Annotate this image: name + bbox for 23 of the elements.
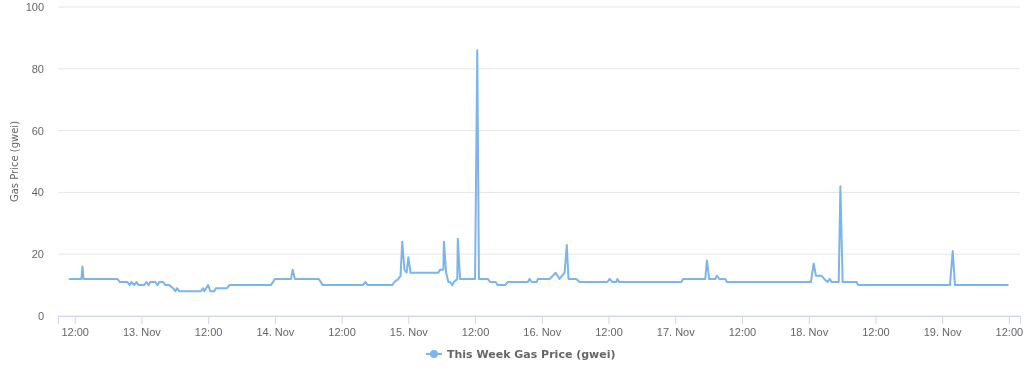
x-tick-label: 12:00 (328, 325, 356, 338)
x-tick-label: 12:00 (61, 325, 89, 338)
x-tick-label: 18. Nov (790, 325, 829, 338)
x-tick-label: 12:00 (595, 325, 623, 338)
x-tick-label: 15. Nov (389, 325, 429, 338)
x-tick-label: 16. Nov (523, 325, 562, 338)
x-tick-label: 12:00 (728, 325, 757, 338)
x-tick-label: 17. Nov (656, 325, 696, 338)
y-axis-title: Gas Price (gwei) (9, 120, 20, 203)
x-tick-label: 14. Nov (256, 325, 295, 338)
y-tick-label: 20 (31, 248, 44, 261)
legend-label: This Week Gas Price (gwei) (447, 348, 616, 361)
y-tick-label: 100 (25, 1, 44, 14)
x-tick-label: 12:00 (995, 325, 1024, 338)
y-tick-label: 60 (31, 124, 44, 137)
x-tick-label: 12:00 (461, 325, 490, 338)
x-tick-label: 19. Nov (923, 325, 963, 338)
x-tick-label: 12:00 (862, 325, 890, 338)
y-tick-label: 80 (31, 62, 44, 75)
x-tick-label: 13. Nov (122, 325, 162, 338)
x-tick-label: 12:00 (194, 325, 223, 338)
y-tick-label: 0 (37, 310, 44, 323)
y-tick-label: 40 (31, 186, 44, 199)
